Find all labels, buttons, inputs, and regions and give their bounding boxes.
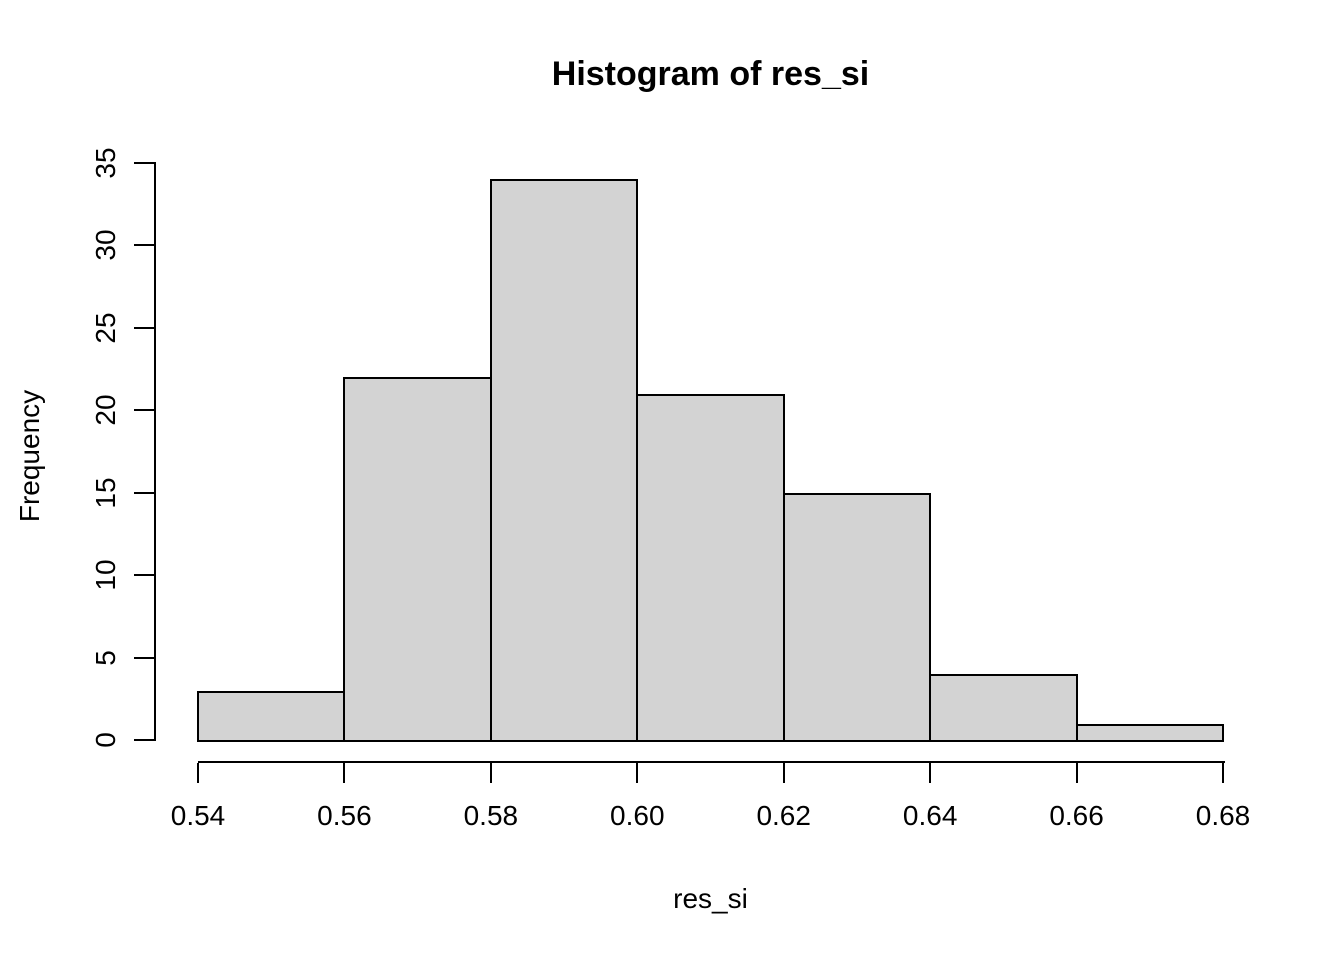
y-tick-mark-5 bbox=[134, 656, 154, 659]
y-tick-label-5: 5 bbox=[90, 649, 121, 666]
y-tick-label-30: 30 bbox=[90, 229, 121, 261]
y-tick-mark-30 bbox=[134, 244, 154, 246]
x-tick-mark-0.58 bbox=[489, 763, 492, 783]
x-tick-label-0.54: 0.54 bbox=[170, 800, 226, 831]
x-tick-mark-0.56 bbox=[343, 763, 346, 783]
y-tick-label-10: 10 bbox=[90, 559, 121, 591]
x-tick-label-0.56: 0.56 bbox=[317, 800, 372, 831]
histogram-bar-4 bbox=[636, 393, 785, 742]
y-tick-mark-35 bbox=[134, 161, 154, 164]
y-tick-label-0: 0 bbox=[90, 732, 121, 748]
y-tick-mark-20 bbox=[134, 409, 154, 411]
x-tick-mark-0.54 bbox=[197, 763, 199, 783]
y-tick-mark-0 bbox=[134, 739, 154, 741]
x-tick-label-0.60: 0.60 bbox=[610, 800, 665, 831]
x-tick-mark-0.68 bbox=[1222, 763, 1224, 783]
y-tick-label-20: 20 bbox=[90, 394, 121, 426]
x-tick-label-0.58: 0.58 bbox=[463, 800, 519, 831]
histogram-bar-1 bbox=[197, 690, 346, 742]
x-tick-label-0.62: 0.62 bbox=[756, 800, 811, 831]
y-tick-label-35: 35 bbox=[90, 146, 121, 179]
x-axis-title: res_si bbox=[673, 883, 748, 914]
x-tick-mark-0.62 bbox=[782, 763, 785, 783]
y-axis-line bbox=[154, 161, 156, 741]
y-tick-label-15: 15 bbox=[90, 476, 121, 509]
x-axis-line bbox=[198, 761, 1225, 763]
x-tick-mark-0.66 bbox=[1075, 763, 1078, 783]
y-tick-mark-15 bbox=[134, 491, 154, 494]
y-tick-label-25: 25 bbox=[90, 311, 121, 344]
x-tick-mark-0.64 bbox=[929, 763, 932, 783]
y-tick-mark-10 bbox=[134, 574, 154, 576]
chart-title: Histogram of res_si bbox=[551, 55, 870, 93]
histogram-bar-7 bbox=[1075, 723, 1224, 742]
histogram-bar-5 bbox=[782, 492, 932, 742]
histogram-bar-2 bbox=[343, 377, 492, 742]
x-tick-label-0.64: 0.64 bbox=[902, 800, 958, 831]
x-tick-label-0.66: 0.66 bbox=[1049, 800, 1104, 831]
x-tick-mark-0.60 bbox=[636, 763, 639, 783]
histogram-bar-3 bbox=[489, 179, 639, 742]
y-tick-mark-25 bbox=[134, 326, 154, 329]
x-tick-label-0.68: 0.68 bbox=[1195, 800, 1251, 831]
histogram-bar-6 bbox=[929, 674, 1078, 742]
